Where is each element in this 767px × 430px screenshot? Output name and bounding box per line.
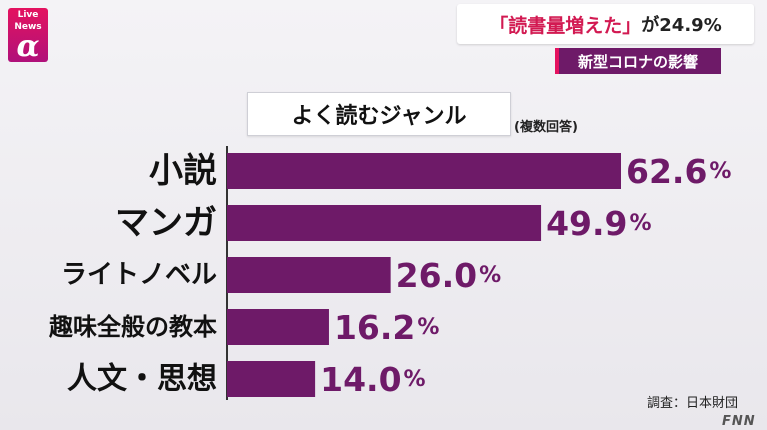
sub-banner-text: 新型コロナの影響 xyxy=(577,52,698,71)
category-label: 小説 xyxy=(149,151,217,191)
category-label: マンガ xyxy=(115,203,217,243)
fnn-watermark: FNN xyxy=(722,414,756,429)
value-number: 26.0 xyxy=(396,256,477,295)
logo-line-1: Live xyxy=(17,10,39,20)
value-unit: % xyxy=(417,315,439,340)
value-number: 49.9 xyxy=(546,204,627,243)
value-label: 14.0% xyxy=(320,360,425,399)
category-label: 趣味全般の教本 xyxy=(48,313,217,341)
sub-banner-accent xyxy=(555,48,559,74)
logo-line-2: News xyxy=(14,22,42,32)
headline-quote: 「読書量増えた」 xyxy=(489,14,642,37)
live-news-alpha-logo: Live News α xyxy=(8,8,48,62)
headline-rest: が24.9% xyxy=(641,15,722,36)
value-label: 49.9% xyxy=(546,204,651,243)
bar xyxy=(227,309,329,345)
value-number: 62.6 xyxy=(626,152,707,191)
bar xyxy=(227,257,391,293)
chart-title: よく読むジャンル xyxy=(247,92,511,136)
value-number: 16.2 xyxy=(334,308,415,347)
value-label: 62.6% xyxy=(626,152,731,191)
source-credit: 調査：日本財団 xyxy=(647,396,739,411)
value-label: 16.2% xyxy=(334,308,439,347)
bar xyxy=(227,205,542,241)
chart-note: (複数回答) xyxy=(514,120,578,135)
value-unit: % xyxy=(479,263,501,288)
value-number: 14.0 xyxy=(320,360,401,399)
value-unit: % xyxy=(404,367,426,392)
headline-banner: 「読書量増えた」 が24.9% xyxy=(457,4,754,44)
category-label: 人文・思想 xyxy=(67,362,217,397)
category-label: ライトノベル xyxy=(61,260,217,290)
bar xyxy=(227,361,316,397)
value-unit: % xyxy=(709,159,731,184)
sub-banner: 新型コロナの影響 xyxy=(555,48,721,74)
logo-alpha: α xyxy=(16,29,40,64)
value-label: 26.0% xyxy=(396,256,501,295)
bar xyxy=(227,153,621,189)
value-unit: % xyxy=(629,211,651,236)
